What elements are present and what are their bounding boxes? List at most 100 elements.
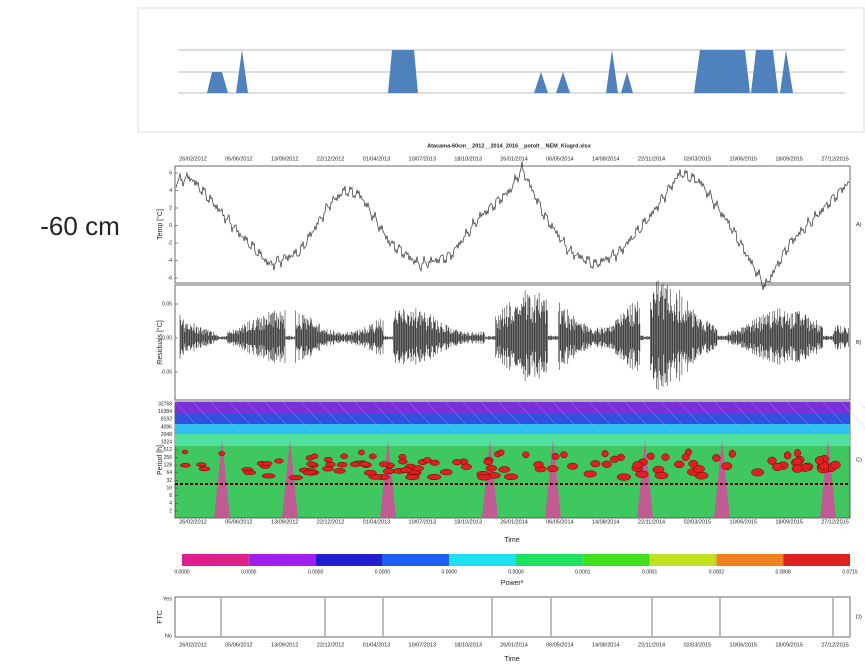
date-label: 18/09/2015: [775, 519, 803, 525]
blob: [636, 471, 649, 478]
blob: [423, 458, 432, 463]
colorbar-segment: [182, 554, 249, 566]
colorbar-label: 0.0000: [174, 569, 190, 575]
blob: [547, 466, 558, 472]
y-axis-title: Residuals [°C]: [156, 320, 164, 364]
blob: [199, 467, 210, 471]
colorbar-segment: [716, 554, 783, 566]
y-tick-label: -4: [168, 258, 173, 264]
date-label: 27/12/2015: [821, 519, 849, 525]
date-label: 26/01/2014: [500, 156, 528, 162]
date-label: 22/12/2012: [317, 519, 345, 525]
blob: [617, 474, 631, 481]
colorbar-title: Power²: [501, 580, 524, 587]
date-label: 10/07/2013: [409, 642, 437, 648]
colorbar-label: 0.0715: [842, 569, 858, 575]
blob: [602, 450, 609, 457]
y-tick-label: 128: [164, 462, 173, 468]
colorbar-segment: [382, 554, 449, 566]
blob: [379, 462, 389, 467]
colorbar-label: 0.0002: [709, 569, 725, 575]
y-axis-title: Temp [°C]: [156, 209, 164, 240]
figure-title: Atacama-60cm__2012__2014_2016__potolt__N…: [427, 143, 592, 149]
date-label: 13/09/2012: [271, 156, 299, 162]
blob: [358, 450, 364, 455]
y-tick-label: No: [165, 633, 172, 639]
blob: [311, 454, 318, 459]
date-label: 10/07/2013: [409, 156, 437, 162]
depth-label: -60 cm: [40, 211, 119, 241]
colorbar-segment: [249, 554, 316, 566]
band: [175, 402, 850, 414]
colorbar-label: 0.0000: [508, 569, 524, 575]
colorbar-segment: [316, 554, 383, 566]
blob: [768, 457, 777, 465]
blob: [693, 465, 704, 472]
date-label: 10/06/2015: [730, 519, 758, 525]
y-tick-label: 0.00: [162, 335, 172, 341]
blob: [729, 450, 736, 457]
date-label: 18/10/2013: [454, 519, 482, 525]
date-label: 01/04/2013: [363, 156, 391, 162]
blob: [401, 467, 413, 472]
blob: [751, 469, 763, 476]
colorbar-label: 0.0001: [575, 569, 591, 575]
date-label: 10/07/2013: [409, 519, 437, 525]
blob: [484, 459, 493, 465]
blob: [655, 472, 668, 479]
blob: [369, 454, 376, 459]
blob: [815, 456, 824, 464]
colorbar-segment: [583, 554, 650, 566]
colorbar-label: 0.0000: [375, 569, 391, 575]
colorbar-label: 0.0000: [308, 569, 324, 575]
date-label: 01/04/2013: [363, 519, 391, 525]
y-tick-label: -2: [168, 240, 173, 246]
panel-label: A): [856, 222, 862, 228]
y-tick-label: 4096: [161, 424, 172, 430]
date-label: 22/12/2012: [317, 642, 345, 648]
blob: [499, 467, 510, 473]
blob: [477, 474, 491, 480]
date-label: 26/02/2012: [179, 642, 207, 648]
y-tick-label: 8192: [161, 417, 172, 423]
date-label: 10/06/2015: [730, 156, 758, 162]
panel-label: B): [856, 340, 862, 346]
blob: [793, 458, 802, 466]
date-label: 26/01/2014: [500, 642, 528, 648]
blob: [534, 461, 544, 467]
blob: [334, 468, 346, 473]
y-tick-label: 32768: [158, 401, 172, 407]
date-label: 10/06/2015: [730, 642, 758, 648]
blob: [504, 474, 518, 480]
y-axis-title: FTC: [157, 610, 164, 624]
hatch: [859, 402, 865, 434]
panel-label: D): [856, 614, 862, 620]
blob: [262, 474, 275, 479]
y-tick-label: 256: [164, 455, 173, 461]
panel-label: C): [856, 457, 862, 463]
date-label: 18/10/2013: [454, 156, 482, 162]
blob: [244, 470, 256, 474]
y-tick-label: -6: [168, 275, 173, 281]
blob: [196, 463, 206, 467]
blob: [647, 453, 654, 460]
y-tick-label: -0.05: [161, 369, 173, 375]
y-tick-label: 0.05: [162, 301, 172, 307]
date-label: 05/06/2012: [225, 642, 253, 648]
blob: [350, 462, 360, 467]
blob: [712, 454, 720, 461]
blob: [584, 471, 597, 477]
blob: [337, 462, 347, 467]
blob: [307, 462, 317, 467]
band: [175, 434, 850, 446]
figure: 26/02/2012 05/06/2012 13/09/2012 22/12/2012…: [156, 156, 865, 662]
date-label: 05/06/2012: [225, 519, 253, 525]
screenshot: -60 cm Atacama-60cm__2012__2014_2016__po…: [0, 0, 865, 664]
blob: [602, 461, 612, 468]
colorbar-label: 0.0008: [776, 569, 792, 575]
y-tick-label: 8: [169, 493, 172, 499]
blob: [440, 469, 452, 475]
blob: [325, 462, 335, 467]
colorbar-segment: [516, 554, 583, 566]
y-tick-label: 2: [169, 508, 172, 514]
